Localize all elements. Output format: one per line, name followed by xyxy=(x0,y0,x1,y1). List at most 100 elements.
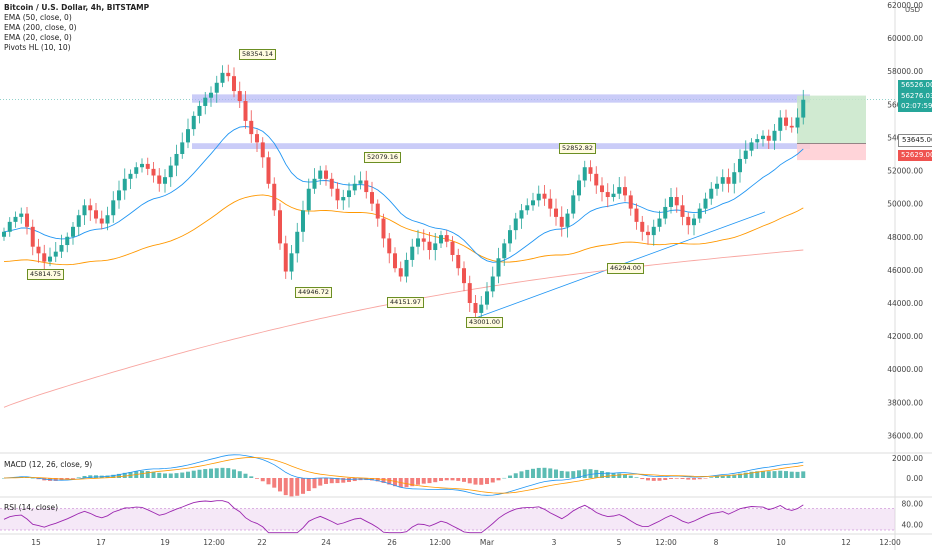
candle-body xyxy=(554,208,558,217)
macd-histogram-bar xyxy=(2,478,6,479)
candle-body xyxy=(301,210,305,232)
macd-histogram-bar xyxy=(473,478,478,485)
macd-histogram-bar xyxy=(485,478,489,485)
macd-histogram-bar xyxy=(53,478,58,481)
candle-body xyxy=(71,226,75,237)
macd-histogram-bar xyxy=(410,478,415,487)
macd-histogram-bar xyxy=(140,470,144,478)
candle-body xyxy=(640,221,645,232)
macd-histogram-bar xyxy=(283,478,288,496)
candle-body xyxy=(99,218,104,224)
candle-body xyxy=(341,197,346,201)
macd-histogram-bar xyxy=(669,478,673,479)
macd-histogram-bar xyxy=(789,471,794,478)
candle-body xyxy=(134,167,139,174)
macd-histogram-bar xyxy=(628,475,633,478)
time-tick-label: 8 xyxy=(714,538,719,547)
macd-histogram-bar xyxy=(565,471,570,478)
candle-body xyxy=(565,213,570,227)
time-tick-label: 12:00 xyxy=(655,538,677,547)
rsi-line xyxy=(3,500,804,534)
candle-body xyxy=(266,157,271,184)
candle-body xyxy=(82,205,87,216)
candle-body xyxy=(203,97,208,106)
macd-histogram-bar xyxy=(674,478,679,479)
pivot-high-label: 58354.14 xyxy=(239,49,277,60)
candle-body xyxy=(335,188,340,201)
macd-histogram-bar xyxy=(680,478,685,479)
candle-body xyxy=(375,203,380,219)
candle-body xyxy=(646,231,650,236)
macd-histogram-bar xyxy=(692,478,696,480)
time-tick-label: 22 xyxy=(257,538,267,547)
macd-histogram-bar xyxy=(479,478,484,485)
candle-body xyxy=(795,117,800,128)
macd-histogram-bar xyxy=(755,471,760,478)
candle-body xyxy=(789,125,794,128)
countdown-tag: 02:07:59 xyxy=(898,101,932,112)
time-tick-label: 12:00 xyxy=(429,538,451,547)
candle-body xyxy=(329,178,334,189)
candle-body xyxy=(364,180,369,193)
time-tick-label: 12:00 xyxy=(879,538,901,547)
candle-body xyxy=(617,187,622,194)
candle-body xyxy=(289,253,294,272)
price-tick-label: 38000.00 xyxy=(887,398,923,407)
candle-body xyxy=(467,283,472,303)
candle-body xyxy=(324,170,328,179)
macd-histogram-bar xyxy=(697,478,702,480)
time-tick-label: 10 xyxy=(776,538,786,547)
price-tick-label: 36000.00 xyxy=(887,431,923,440)
pivot-low-label: 44151.97 xyxy=(387,297,425,308)
candle-body xyxy=(30,226,35,247)
chart-legend: Bitcoin / U.S. Dollar, 4h, BITSTAMP EMA … xyxy=(4,3,149,53)
candle-body xyxy=(462,268,466,284)
time-tick-label: 26 xyxy=(387,538,397,547)
candle-body xyxy=(128,173,133,179)
rsi-label: RSI (14, close) xyxy=(4,503,59,512)
macd-histogram-bar xyxy=(375,478,380,482)
candle-body xyxy=(588,167,593,174)
macd-histogram-bar xyxy=(743,472,748,478)
time-tick-label: 12:00 xyxy=(203,538,225,547)
candle-body xyxy=(502,243,507,259)
candle-body xyxy=(726,177,731,184)
candle-body xyxy=(163,177,167,184)
currency-label: USD xyxy=(905,6,920,14)
candle-body xyxy=(651,226,656,236)
macd-label: MACD (12, 26, close, 9) xyxy=(4,460,93,469)
macd-tick-label: 0.00 xyxy=(906,474,923,483)
candle-body xyxy=(571,195,576,214)
time-tick-label: 15 xyxy=(31,538,41,547)
candle-body xyxy=(312,178,317,189)
macd-line xyxy=(3,454,804,496)
candle-body xyxy=(559,216,564,227)
candle-body xyxy=(686,216,691,226)
candle-body xyxy=(605,192,610,198)
candle-body xyxy=(151,168,156,176)
candle-body xyxy=(260,142,265,158)
macd-histogram-bar xyxy=(168,473,173,478)
macd-histogram-bar xyxy=(571,471,576,478)
pivot-low-label: 43001.00 xyxy=(466,317,504,328)
macd-histogram-bar xyxy=(329,478,334,484)
stop-price-tag: 52629.00 xyxy=(898,150,932,161)
current-price-tag: 56276.03 xyxy=(898,91,932,102)
macd-histogram-bar xyxy=(278,478,282,492)
candle-body xyxy=(157,175,162,184)
candle-body xyxy=(732,172,737,184)
candle-body xyxy=(398,268,403,277)
candle-body xyxy=(778,117,783,131)
macd-histogram-bar xyxy=(295,478,300,496)
candle-body xyxy=(674,197,679,206)
macd-histogram-bar xyxy=(490,478,495,483)
stop-zone xyxy=(797,143,866,161)
macd-histogram-bar xyxy=(456,478,461,481)
macd-histogram-bar xyxy=(703,478,708,479)
macd-histogram-bar xyxy=(784,471,788,478)
ema20-line xyxy=(3,126,804,263)
candle-body xyxy=(381,218,386,239)
candle-body xyxy=(703,198,708,209)
candle-body xyxy=(7,221,12,232)
